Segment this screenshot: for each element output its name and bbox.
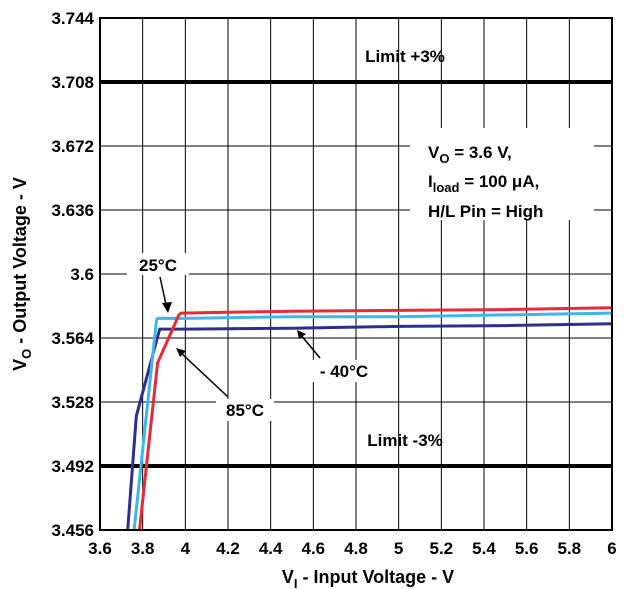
x-tick-label: 4.4 [259,539,283,558]
x-tick-label: 5.6 [515,539,539,558]
series-line [132,311,612,530]
y-tick-labels: 3.456 3.492 3.528 3.564 3.6 3.636 3.672 3.708 3.… [51,9,94,540]
label-background [216,399,274,421]
limit-lines: Limit +3% Limit -3% [100,47,612,468]
x-tick-label: 5.8 [558,539,582,558]
annotation-85c: 85°C [176,348,274,421]
y-tick-label: 3.492 [51,457,94,476]
arrow-85c [179,351,229,398]
y-tick-label: 3.564 [51,329,94,348]
arrowhead-minus40c [297,330,306,339]
annotation-minus40c: - 40°C [297,330,380,382]
arrowhead-85c [176,348,186,357]
x-tick-label: 5 [394,539,403,558]
y-tick-label: 3.744 [51,9,94,28]
limit-label: Limit -3% [367,431,443,450]
plot-frame [99,17,613,531]
label-background [127,253,189,275]
conditions-background [410,128,594,220]
conditions-box: VO = 3.6 V, Iload = 100 μA, H/L Pin = Hi… [410,128,594,221]
arrowhead-25c [162,302,172,313]
y-axis-title: VO - Output Voltage - V [10,177,34,371]
x-tick-label: 4.2 [216,539,240,558]
series-label-minus40c: - 40°C [320,362,368,381]
condition-line-2: Iload = 100 μA, [428,172,539,195]
limit-label: Limit +3% [365,47,445,66]
x-tick-label: 4.8 [344,539,368,558]
x-tick-label: 3.8 [131,539,155,558]
y-tick-label: 3.672 [51,137,94,156]
x-tick-label: 4 [181,539,191,558]
x-tick-label: 5.4 [472,539,496,558]
x-tick-labels: 3.6 3.8 4 4.2 4.4 4.6 4.8 5 5.2 5.4 5.6 5.8 6 [88,539,617,558]
series-line [138,306,612,530]
y-tick-label: 3.636 [51,201,94,220]
y-tick-label: 3.708 [51,73,94,92]
series-lines [126,306,612,530]
x-tick-label: 5.2 [430,539,454,558]
x-axis-title: VI - Input Voltage - V [282,567,454,589]
annotation-25c: 25°C [127,253,189,313]
x-tick-label: 6 [607,539,616,558]
arrow-minus40c [299,333,321,359]
label-background [308,360,380,382]
condition-line-1: VO = 3.6 V, [428,143,512,166]
x-tick-label: 3.6 [88,539,112,558]
grid [100,18,612,530]
y-tick-label: 3.6 [70,265,94,284]
series-line [126,322,612,530]
y-tick-label: 3.528 [51,393,94,412]
series-label-85c: 85°C [226,401,264,420]
y-tick-label: 3.456 [51,521,94,540]
condition-line-3: H/L Pin = High [428,202,543,221]
x-tick-label: 4.6 [302,539,326,558]
series-label-25c: 25°C [139,256,177,275]
